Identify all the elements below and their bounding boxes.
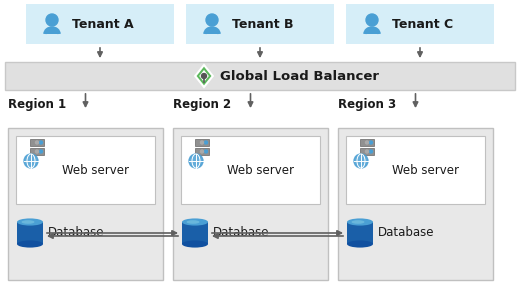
Bar [173, 128, 328, 280]
Polygon shape [195, 65, 213, 87]
Wedge shape [205, 27, 219, 34]
Bar [26, 4, 174, 44]
Bar [346, 136, 485, 204]
Bar [182, 222, 208, 244]
Circle shape [24, 154, 38, 168]
Bar [360, 148, 374, 155]
Circle shape [35, 141, 38, 144]
Circle shape [35, 150, 38, 153]
Text: Region 2: Region 2 [173, 98, 231, 111]
Bar [195, 139, 209, 146]
Bar [30, 139, 44, 146]
Circle shape [366, 141, 369, 144]
Circle shape [206, 14, 218, 26]
Text: Database: Database [378, 226, 435, 240]
Ellipse shape [21, 220, 34, 224]
Circle shape [201, 150, 203, 153]
Wedge shape [45, 27, 59, 34]
Bar [181, 136, 320, 204]
Ellipse shape [17, 240, 43, 248]
Ellipse shape [347, 240, 373, 248]
Bar [17, 222, 43, 244]
Bar [195, 148, 209, 155]
Text: Tenant A: Tenant A [72, 18, 134, 31]
Ellipse shape [182, 240, 208, 248]
Ellipse shape [187, 220, 200, 224]
Bar [16, 136, 155, 204]
Text: Web server: Web server [392, 164, 459, 177]
Circle shape [202, 73, 206, 79]
Text: Web server: Web server [227, 164, 294, 177]
Circle shape [366, 14, 378, 26]
Wedge shape [365, 27, 379, 34]
Text: Global Load Balancer: Global Load Balancer [220, 69, 379, 82]
Ellipse shape [182, 218, 208, 226]
Circle shape [370, 141, 372, 144]
Bar [346, 4, 494, 44]
Text: Region 3: Region 3 [338, 98, 396, 111]
Ellipse shape [347, 218, 373, 226]
Bar [360, 139, 374, 146]
Ellipse shape [17, 218, 43, 226]
Circle shape [40, 150, 43, 153]
Text: Database: Database [48, 226, 105, 240]
Text: Tenant B: Tenant B [232, 18, 293, 31]
Circle shape [366, 150, 369, 153]
Circle shape [204, 141, 207, 144]
Polygon shape [199, 70, 209, 82]
Ellipse shape [352, 220, 365, 224]
Bar [30, 148, 44, 155]
Bar [8, 128, 163, 280]
Bar [186, 4, 334, 44]
Circle shape [204, 150, 207, 153]
Text: Tenant C: Tenant C [392, 18, 453, 31]
Circle shape [40, 141, 43, 144]
Circle shape [354, 154, 368, 168]
Text: Database: Database [213, 226, 269, 240]
Text: Region 1: Region 1 [8, 98, 66, 111]
Bar [5, 62, 515, 90]
Circle shape [201, 141, 203, 144]
Circle shape [370, 150, 372, 153]
Bar [338, 128, 493, 280]
Circle shape [189, 154, 203, 168]
Bar [347, 222, 373, 244]
Text: Web server: Web server [62, 164, 129, 177]
Circle shape [46, 14, 58, 26]
